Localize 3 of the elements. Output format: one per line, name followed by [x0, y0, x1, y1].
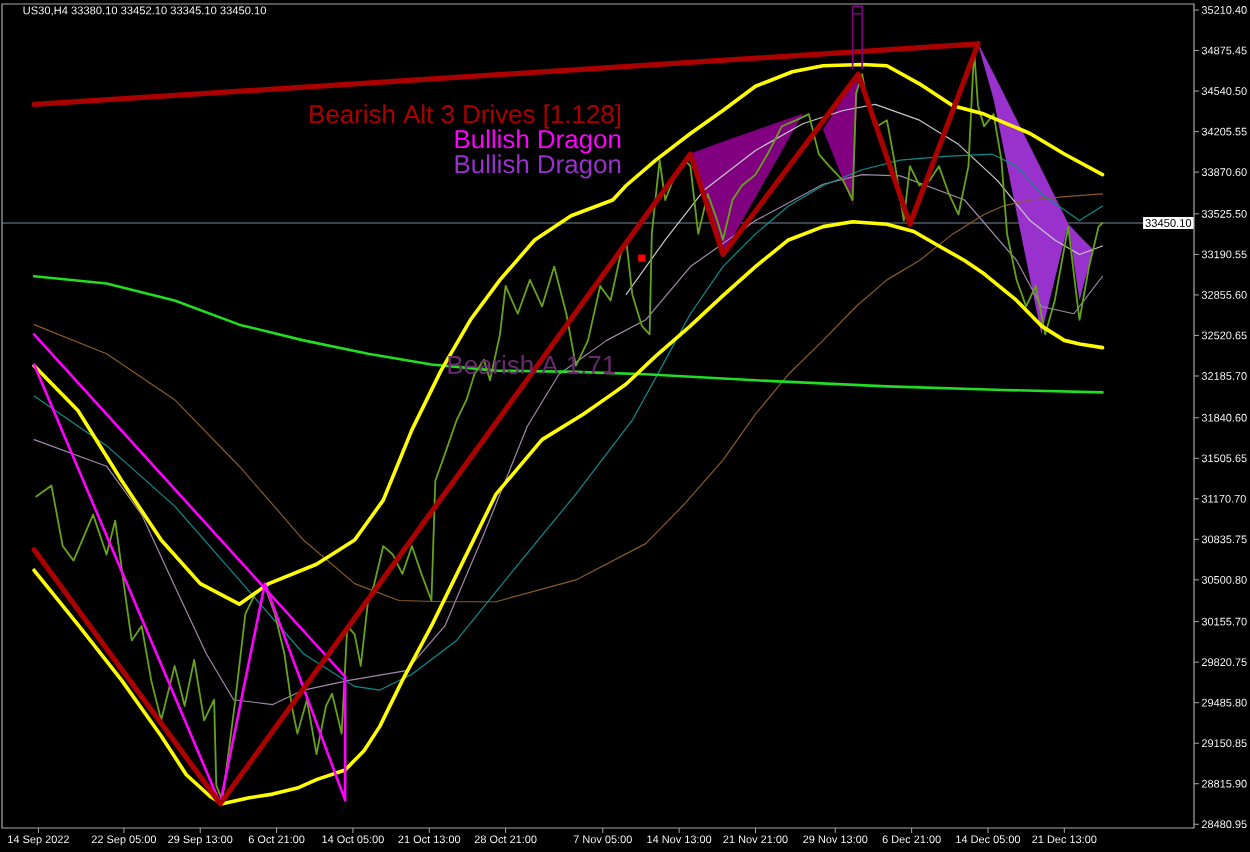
text: Bullish Dragon	[455, 129, 621, 154]
text: Bullish Dragon	[455, 154, 621, 179]
text: Bearish Alt 3 Drives [1.128]	[310, 104, 621, 129]
